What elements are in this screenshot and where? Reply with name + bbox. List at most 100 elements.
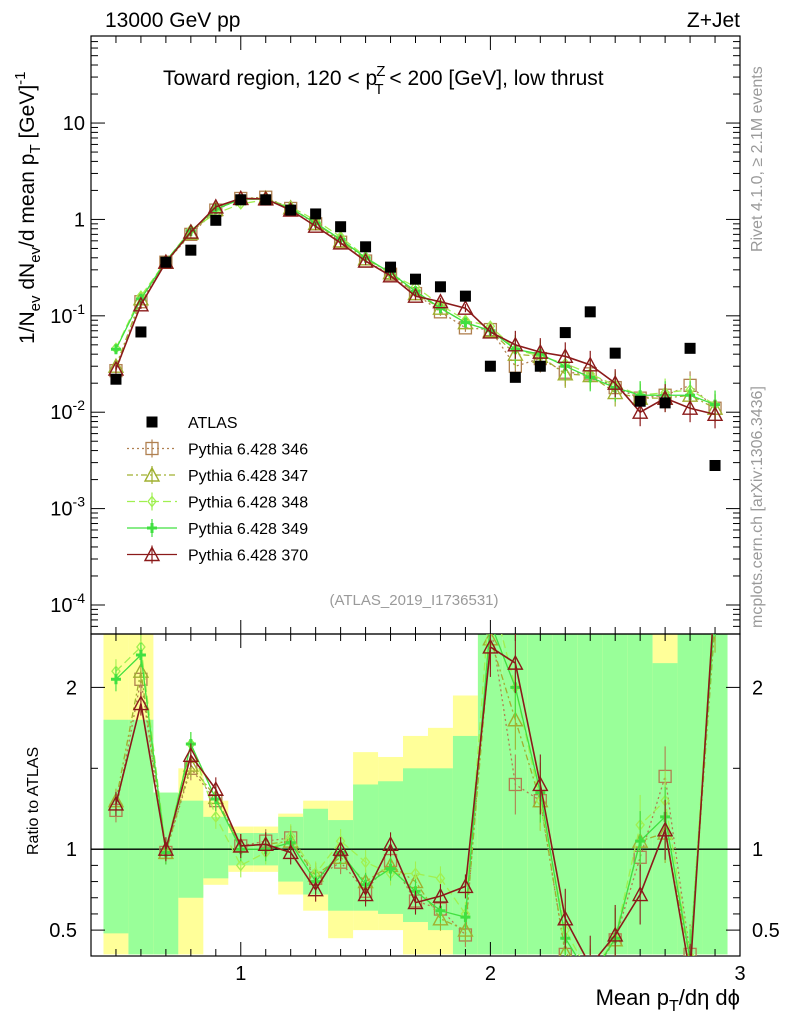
point-p370 bbox=[582, 356, 599, 372]
band-green bbox=[602, 634, 628, 955]
xtick-label: 3 bbox=[734, 963, 745, 985]
point-p370 bbox=[207, 198, 224, 214]
point-p370 bbox=[607, 374, 624, 390]
ratio-point-p370 bbox=[207, 780, 224, 797]
ratio-point-p370 bbox=[332, 840, 349, 856]
ytick-label: 10-2 bbox=[50, 397, 85, 424]
ytick-label: 10-1 bbox=[50, 301, 85, 328]
point-p370 bbox=[706, 405, 724, 422]
point-p370 bbox=[432, 293, 449, 309]
point-p370 bbox=[382, 267, 399, 283]
legend-label-p348: Pythia 6.428 348 bbox=[188, 495, 308, 512]
xtick-label: 2 bbox=[485, 963, 496, 985]
atlas-point bbox=[235, 194, 247, 206]
ratio-ytick-label: 0.5 bbox=[752, 920, 780, 942]
analysis-id: (ATLAS_2019_I1736531) bbox=[329, 592, 498, 609]
atlas-point bbox=[310, 208, 322, 220]
atlas-point bbox=[135, 326, 147, 338]
legend-label-p347: Pythia 6.428 347 bbox=[188, 468, 308, 485]
atlas-point bbox=[335, 221, 347, 233]
ratio-point-p370 bbox=[307, 881, 324, 897]
point-p370 bbox=[557, 347, 574, 364]
ratio-point-p346 bbox=[508, 777, 522, 792]
ratio-point-p348 bbox=[235, 859, 246, 872]
legend-marker-p349 bbox=[147, 523, 157, 533]
header-left: 13000 GeV pp bbox=[105, 9, 240, 32]
ratio-point-p348 bbox=[435, 872, 446, 885]
legend-label-p349: Pythia 6.428 349 bbox=[188, 521, 308, 538]
ratio-point-p370 bbox=[557, 910, 574, 926]
legend: ATLAS Pythia 6.428 346 Pythia 6.428 347 Pyt… bbox=[127, 415, 308, 565]
ratio-point-p349 bbox=[460, 912, 471, 923]
main-ylabel: 1/Nev dNev/d mean pT [GeV]-1 bbox=[12, 71, 44, 344]
series-line-p370 bbox=[115, 197, 716, 416]
band-green bbox=[577, 634, 603, 955]
ratio-point-p347 bbox=[583, 968, 597, 981]
ratio-point-p370 bbox=[482, 638, 499, 654]
ytick-label: 10 bbox=[63, 113, 85, 135]
band-green bbox=[103, 719, 129, 934]
atlas-point bbox=[434, 281, 446, 293]
mcplots-credit: mcplots.cern.ch [arXiv:1306.3436] bbox=[749, 386, 766, 628]
ratio-point-p370 bbox=[257, 835, 274, 852]
ratio-point-p370 bbox=[357, 886, 374, 902]
ratio-point-p370 bbox=[607, 926, 624, 942]
band-green bbox=[477, 634, 503, 955]
point-p370 bbox=[681, 399, 699, 415]
point-p370 bbox=[182, 223, 200, 239]
xlabel: Mean pT/dη dϕ bbox=[596, 985, 740, 1015]
rivet-version: Rivet 4.1.0, ≥ 2.1M events bbox=[749, 66, 766, 252]
legend-marker-p348 bbox=[147, 495, 157, 508]
ratio-point-p370 bbox=[432, 887, 449, 903]
atlas-point bbox=[160, 256, 172, 268]
atlas-point bbox=[509, 371, 521, 383]
atlas-point bbox=[110, 373, 122, 385]
atlas-point bbox=[285, 204, 297, 216]
point-p370 bbox=[532, 343, 549, 359]
ratio-ytick-label: 1 bbox=[752, 839, 763, 861]
ratio-point-p347 bbox=[132, 662, 150, 678]
legend-label-p346: Pythia 6.428 346 bbox=[188, 442, 308, 459]
ratio-point-p370 bbox=[656, 821, 674, 837]
atlas-point bbox=[534, 360, 546, 372]
ratio-point-p349 bbox=[135, 650, 146, 661]
atlas-point bbox=[609, 347, 621, 359]
ratio-point-p347 bbox=[708, 616, 722, 629]
atlas-point bbox=[185, 244, 197, 256]
point-p370 bbox=[407, 287, 424, 303]
xtick-label: 1 bbox=[235, 963, 246, 985]
ratio-point-p347 bbox=[507, 711, 524, 727]
atlas-point bbox=[385, 261, 397, 273]
ratio-series bbox=[107, 600, 722, 984]
ratio-point-p348 bbox=[410, 867, 421, 880]
ratio-point-p349 bbox=[585, 974, 595, 984]
legend-marker-p346 bbox=[145, 441, 159, 456]
ytick-label: 10-3 bbox=[50, 494, 85, 521]
point-p370 bbox=[132, 296, 150, 312]
point-p370 bbox=[332, 234, 349, 250]
atlas-points bbox=[110, 194, 721, 471]
point-p370 bbox=[457, 299, 474, 315]
band-green bbox=[677, 634, 703, 955]
ratio-point-p349 bbox=[635, 836, 646, 847]
legend-marker-p370 bbox=[143, 546, 161, 562]
atlas-point bbox=[260, 194, 272, 206]
atlas-point bbox=[634, 395, 646, 407]
atlas-point bbox=[210, 214, 222, 226]
header-right: Z+Jet bbox=[687, 9, 740, 32]
ratio-clipped-group bbox=[107, 600, 722, 984]
ytick-label: 1 bbox=[74, 209, 85, 231]
point-p370 bbox=[482, 323, 499, 339]
point-p370 bbox=[631, 403, 649, 419]
ratio-point-p370 bbox=[532, 776, 549, 792]
point-p370 bbox=[507, 336, 524, 352]
ratio-point-p346 bbox=[709, 600, 721, 612]
atlas-point bbox=[459, 290, 471, 302]
ratio-point-p370 bbox=[683, 967, 697, 980]
atlas-point bbox=[559, 327, 571, 339]
ratio-point-p347 bbox=[457, 921, 474, 937]
point-p370 bbox=[307, 217, 324, 233]
ratio-point-p370 bbox=[457, 877, 474, 894]
ratio-point-p347 bbox=[182, 756, 200, 772]
